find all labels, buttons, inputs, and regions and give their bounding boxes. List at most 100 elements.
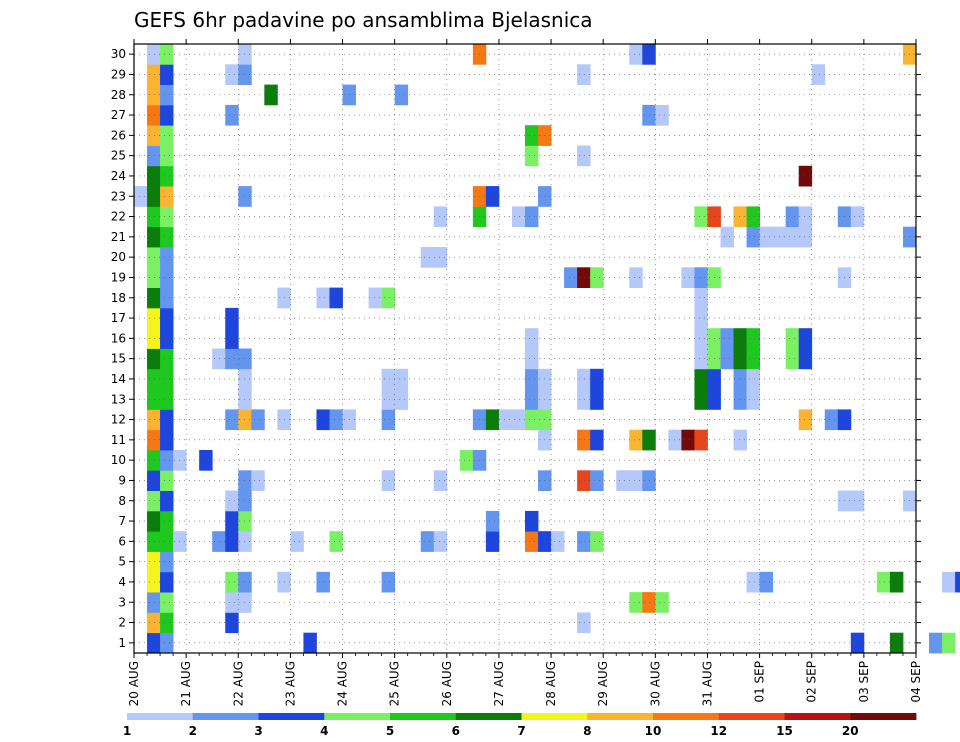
y-tick-label: 7 bbox=[118, 514, 126, 528]
heatmap-cell bbox=[160, 328, 174, 349]
heatmap-cell bbox=[147, 287, 161, 309]
heatmap-cell bbox=[785, 348, 800, 370]
y-tick-label: 13 bbox=[111, 392, 126, 406]
x-tick-label: 04 SEP bbox=[909, 661, 923, 703]
legend-label: 4 bbox=[320, 724, 328, 738]
heatmap-cell bbox=[147, 510, 161, 532]
heatmap-cell bbox=[160, 368, 174, 390]
heatmap-cell bbox=[785, 328, 800, 349]
heatmap-cell bbox=[694, 287, 708, 309]
heatmap-cell bbox=[225, 490, 239, 512]
x-tick-label: 03 SEP bbox=[857, 661, 871, 703]
y-tick-label: 28 bbox=[111, 88, 126, 102]
legend-swatch bbox=[521, 713, 588, 720]
heatmap-cell bbox=[655, 104, 669, 126]
heatmap-cell bbox=[264, 84, 278, 106]
heatmap-cell bbox=[733, 389, 747, 410]
heatmap-cell bbox=[381, 389, 396, 410]
heatmap-cell bbox=[147, 531, 161, 552]
heatmap-cell bbox=[616, 470, 630, 491]
heatmap-cell bbox=[746, 389, 760, 410]
heatmap-cell bbox=[629, 592, 643, 613]
legend-label: 3 bbox=[254, 724, 262, 738]
heatmap-cell bbox=[147, 267, 161, 288]
heatmap-cell bbox=[225, 409, 239, 431]
heatmap-cell bbox=[160, 592, 174, 613]
heatmap-cell bbox=[147, 44, 161, 65]
heatmap-cell bbox=[160, 348, 174, 370]
heatmap-cell bbox=[160, 44, 174, 65]
heatmap-cell bbox=[485, 510, 500, 532]
heatmap-cell bbox=[251, 470, 265, 491]
heatmap-cell bbox=[147, 368, 161, 390]
heatmap-cells bbox=[134, 44, 960, 654]
heatmap-cell bbox=[147, 612, 161, 634]
heatmap-cell bbox=[160, 186, 174, 207]
y-tick-label: 23 bbox=[111, 189, 126, 203]
heatmap-cell bbox=[459, 450, 474, 471]
y-tick-label: 9 bbox=[118, 473, 126, 487]
heatmap-cell bbox=[694, 267, 708, 288]
heatmap-cell bbox=[212, 531, 226, 552]
heatmap-cell bbox=[381, 368, 396, 390]
x-tick-label: 02 SEP bbox=[805, 661, 819, 703]
heatmap-cell bbox=[942, 632, 956, 654]
x-tick-label: 01 SEP bbox=[753, 661, 767, 703]
heatmap-cell bbox=[590, 267, 604, 288]
heatmap-cell bbox=[160, 145, 174, 167]
y-tick-label: 21 bbox=[111, 230, 126, 244]
heatmap-cell bbox=[212, 348, 226, 370]
heatmap-cell bbox=[733, 206, 747, 228]
heatmap-cell bbox=[577, 267, 591, 288]
heatmap-cell bbox=[590, 429, 604, 451]
y-tick-label: 14 bbox=[111, 372, 126, 386]
heatmap-cell bbox=[733, 429, 747, 451]
y-tick-label: 11 bbox=[111, 433, 126, 447]
heatmap-cell bbox=[525, 125, 539, 146]
heatmap-cell bbox=[577, 389, 591, 410]
heatmap-cell bbox=[733, 328, 747, 349]
heatmap-cell bbox=[147, 632, 161, 654]
heatmap-cell bbox=[525, 145, 539, 167]
legend-swatch bbox=[718, 713, 785, 720]
heatmap-cell bbox=[225, 64, 239, 85]
heatmap-cell bbox=[798, 226, 813, 248]
y-tick-label: 16 bbox=[111, 331, 126, 345]
x-tick-label: 22 AUG bbox=[231, 661, 245, 706]
heatmap-cell bbox=[668, 429, 682, 451]
heatmap-cell bbox=[590, 368, 604, 390]
heatmap-cell bbox=[160, 307, 174, 329]
heatmap-cell bbox=[629, 267, 643, 288]
heatmap-cell bbox=[694, 348, 708, 370]
heatmap-cell bbox=[433, 247, 448, 268]
heatmap-cell bbox=[147, 104, 161, 126]
heatmap-cell bbox=[746, 348, 760, 370]
heatmap-cell bbox=[225, 307, 239, 329]
y-tick-label: 17 bbox=[111, 311, 126, 325]
heatmap-cell bbox=[147, 571, 161, 593]
heatmap-cell bbox=[525, 206, 539, 228]
legend-swatch bbox=[127, 713, 194, 720]
y-tick-label: 22 bbox=[111, 210, 126, 224]
x-tick-label: 28 AUG bbox=[544, 661, 558, 706]
heatmap-cell bbox=[577, 531, 591, 552]
heatmap-cell bbox=[381, 409, 396, 431]
heatmap-cell bbox=[160, 64, 174, 85]
y-tick-label: 5 bbox=[118, 555, 126, 569]
heatmap-cell bbox=[160, 450, 174, 471]
x-tick-label: 29 AUG bbox=[596, 661, 610, 706]
heatmap-cell bbox=[850, 206, 865, 228]
heatmap-cell bbox=[629, 429, 643, 451]
heatmap-cell bbox=[199, 450, 213, 471]
heatmap-cell bbox=[160, 389, 174, 410]
heatmap-cell bbox=[160, 571, 174, 593]
chart-title: GEFS 6hr padavine po ansamblima Bjelasni… bbox=[134, 8, 593, 32]
heatmap-cell bbox=[147, 186, 161, 207]
heatmap-cell bbox=[889, 632, 904, 654]
heatmap-cell bbox=[160, 287, 174, 309]
heatmap-cell bbox=[590, 531, 604, 552]
heatmap-cell bbox=[590, 389, 604, 410]
heatmap-cell bbox=[160, 125, 174, 146]
y-tick-label: 12 bbox=[111, 413, 126, 427]
